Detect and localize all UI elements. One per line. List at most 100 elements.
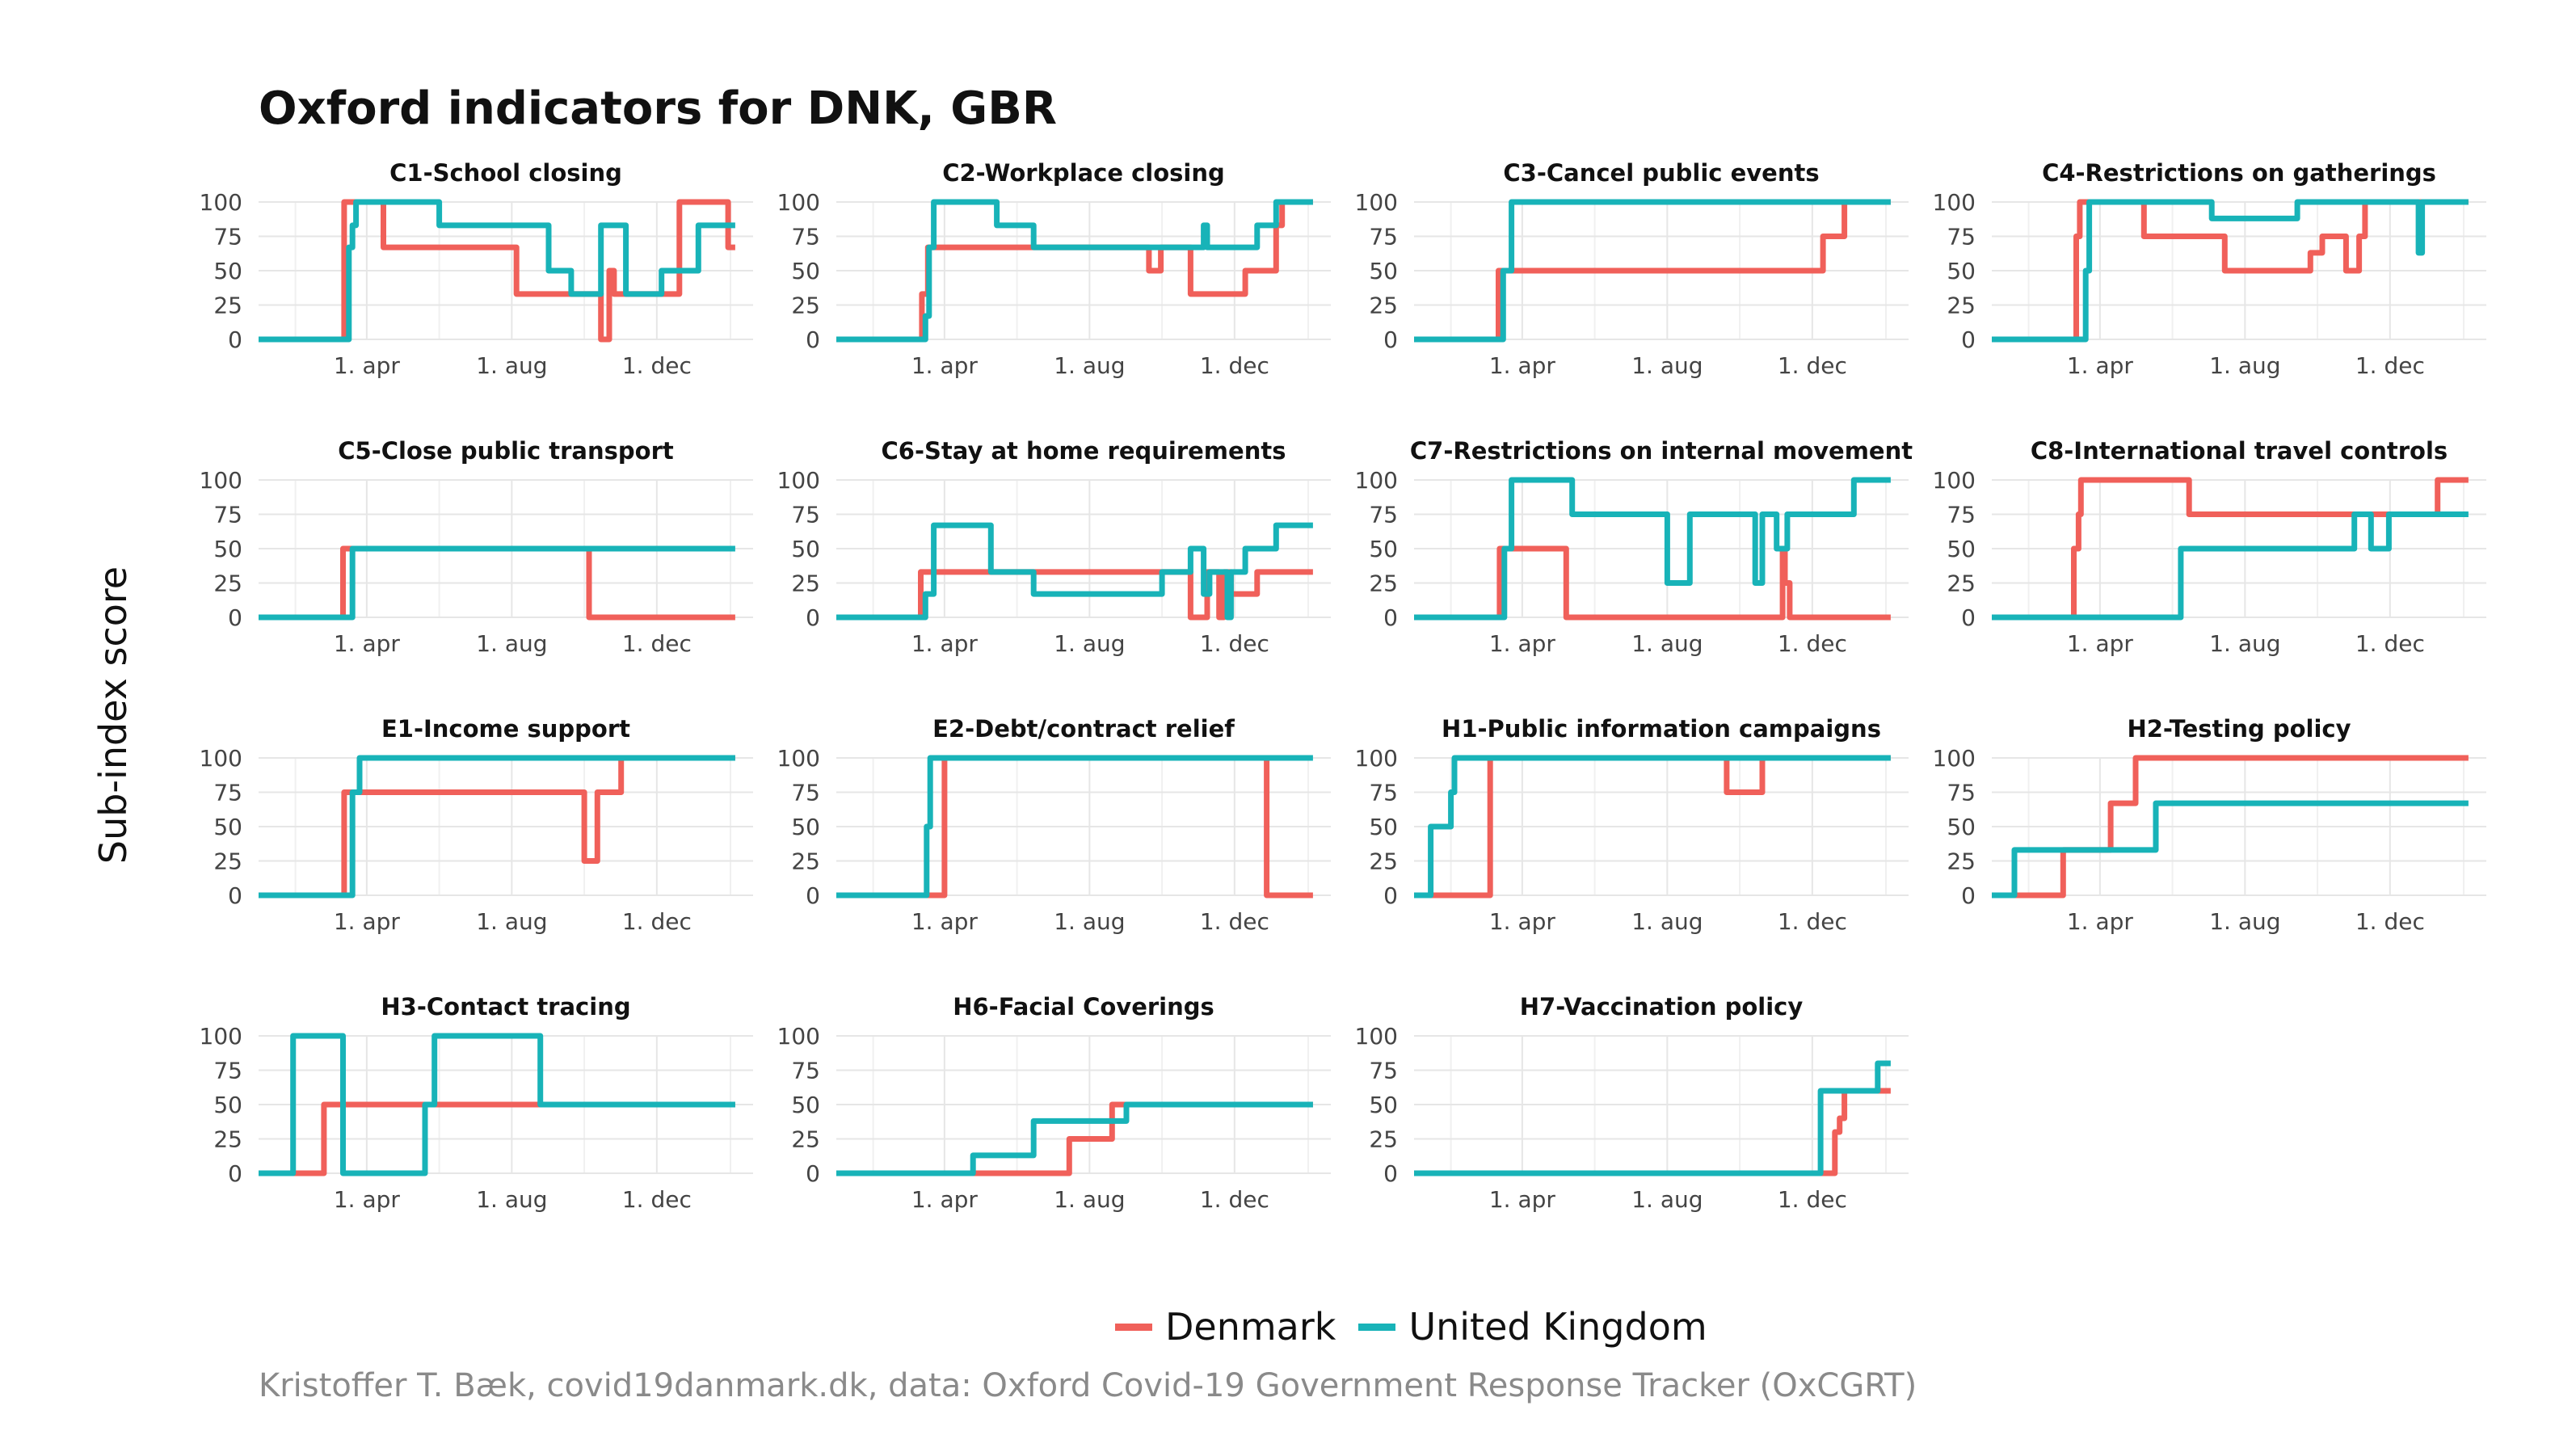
y-tick-label: 75 [213, 502, 242, 528]
panel-title: C1-School closing [389, 159, 622, 187]
legend-item-uk: United Kingdom [1358, 1305, 1707, 1349]
panel-c6-stay-at-home-requirements: C6-Stay at home requirements 0 25 50 75 100 1.… [777, 437, 1331, 657]
panel-title: C7-Restrictions on internal movement [1410, 437, 1913, 465]
y-tick-label: 25 [1369, 848, 1398, 875]
series-line-denmark [1992, 755, 2469, 899]
x-tick-label: 1. aug [2209, 630, 2280, 657]
y-tick-label: 25 [791, 848, 820, 875]
panel-title: E1-Income support [381, 715, 630, 743]
y-tick-label: 25 [1369, 1126, 1398, 1153]
y-tick-label: 75 [1947, 780, 1976, 806]
x-tick-label: 1. dec [2355, 908, 2425, 935]
series-line-denmark [1992, 477, 2469, 621]
x-tick-label: 1. aug [476, 352, 547, 379]
x-tick-label: 1. aug [476, 630, 547, 657]
x-tick-label: 1. aug [1054, 630, 1125, 657]
series-line-united-kingdom [1414, 1060, 1891, 1176]
x-tick-label: 1. dec [622, 908, 692, 935]
y-tick-label: 0 [228, 326, 242, 353]
x-tick-label: 1. apr [1489, 630, 1556, 657]
x-tick-label: 1. aug [1054, 352, 1125, 379]
series-line-united-kingdom [259, 545, 735, 621]
x-tick-label: 1. apr [2067, 352, 2134, 379]
legend: Denmark United Kingdom [1115, 1303, 1730, 1351]
legend-swatch-uk [1358, 1323, 1396, 1331]
y-tick-label: 75 [791, 224, 820, 250]
y-tick-label: 0 [228, 882, 242, 909]
y-tick-label: 25 [213, 1126, 242, 1153]
y-tick-label: 100 [777, 745, 820, 772]
y-tick-label: 0 [1383, 604, 1398, 631]
y-tick-label: 50 [1947, 814, 1976, 840]
y-tick-label: 50 [791, 1092, 820, 1118]
x-tick-label: 1. aug [2209, 908, 2280, 935]
y-tick-label: 25 [791, 293, 820, 319]
series-line-united-kingdom [259, 755, 735, 899]
y-tick-label: 100 [1933, 745, 1976, 772]
caption: Kristoffer T. Bæk, covid19danmark.dk, da… [259, 1367, 1917, 1404]
y-tick-label: 100 [1355, 1023, 1398, 1050]
y-tick-label: 0 [1383, 882, 1398, 909]
x-tick-label: 1. dec [622, 1186, 692, 1213]
y-tick-label: 25 [791, 1126, 820, 1153]
panel-title: H2-Testing policy [2127, 715, 2351, 743]
panel-title: C4-Restrictions on gatherings [2042, 159, 2436, 187]
panel-title: C5-Close public transport [338, 437, 674, 465]
panel-e1-income-support: E1-Income support 0 25 50 75 100 1. apr 1. aug 1… [200, 715, 753, 935]
series-line-united-kingdom [836, 522, 1313, 621]
x-tick-label: 1. apr [334, 630, 401, 657]
x-tick-label: 1. dec [1778, 908, 1847, 935]
legend-label-denmark: Denmark [1165, 1305, 1336, 1349]
y-tick-label: 25 [1369, 570, 1398, 597]
x-tick-label: 1. dec [1778, 630, 1847, 657]
y-tick-label: 100 [200, 1023, 242, 1050]
y-tick-label: 75 [1369, 1058, 1398, 1084]
panel-h3-contact-tracing: H3-Contact tracing 0 25 50 75 100 1. apr 1. aug… [200, 993, 753, 1213]
y-tick-label: 0 [228, 1160, 242, 1187]
panel-c5-close-public-transport: C5-Close public transport 0 25 50 75 100 1. ap… [200, 437, 753, 657]
legend-item-denmark: Denmark [1115, 1305, 1336, 1349]
panel-title: C8-International travel controls [2031, 437, 2448, 465]
x-tick-label: 1. aug [2209, 352, 2280, 379]
series-line-united-kingdom [836, 199, 1313, 343]
x-tick-label: 1. dec [1200, 630, 1269, 657]
x-tick-label: 1. dec [622, 630, 692, 657]
panel-c2-workplace-closing: C2-Workplace closing 0 25 50 75 100 1. apr 1. a… [777, 159, 1331, 379]
series-line-denmark [259, 755, 735, 899]
x-tick-label: 1. dec [1200, 1186, 1269, 1213]
series-line-united-kingdom [259, 199, 735, 343]
series-line-united-kingdom [1414, 477, 1891, 621]
series-line-united-kingdom [1992, 199, 2469, 343]
y-tick-label: 75 [1369, 502, 1398, 528]
x-tick-label: 1. apr [334, 1186, 401, 1213]
y-tick-label: 50 [1369, 814, 1398, 840]
series-line-denmark [1992, 199, 2469, 343]
series-line-united-kingdom [1992, 511, 2469, 621]
series-line-united-kingdom [1992, 800, 2469, 899]
y-tick-label: 25 [1947, 293, 1976, 319]
y-tick-label: 75 [1369, 224, 1398, 250]
x-tick-label: 1. aug [1631, 1186, 1703, 1213]
x-tick-label: 1. aug [1631, 352, 1703, 379]
panel-c7-restrictions-on-internal-movement: C7-Restrictions on internal movement 0 25 5… [1355, 437, 1913, 657]
x-tick-label: 1. apr [911, 1186, 979, 1213]
y-tick-label: 50 [1369, 536, 1398, 562]
panel-title: H3-Contact tracing [381, 993, 630, 1021]
y-tick-label: 50 [213, 814, 242, 840]
x-tick-label: 1. aug [1054, 908, 1125, 935]
y-tick-label: 25 [1947, 848, 1976, 875]
panel-h1-public-information-campaigns: H1-Public information campaigns 0 25 50 75 10… [1355, 715, 1909, 935]
series-line-denmark [1414, 1088, 1891, 1176]
series-line-united-kingdom [1414, 199, 1891, 343]
x-tick-label: 1. dec [1200, 908, 1269, 935]
panel-title: C2-Workplace closing [942, 159, 1225, 187]
x-tick-label: 1. apr [1489, 352, 1556, 379]
panel-c8-international-travel-controls: C8-International travel controls 0 25 50 75 1… [1933, 437, 2486, 657]
x-tick-label: 1. apr [334, 352, 401, 379]
panel-title: C6-Stay at home requirements [882, 437, 1286, 465]
y-tick-label: 50 [1947, 536, 1976, 562]
y-tick-label: 75 [213, 1058, 242, 1084]
y-tick-label: 75 [1947, 502, 1976, 528]
panel-c3-cancel-public-events: C3-Cancel public events 0 25 50 75 100 1. apr 1… [1355, 159, 1909, 379]
